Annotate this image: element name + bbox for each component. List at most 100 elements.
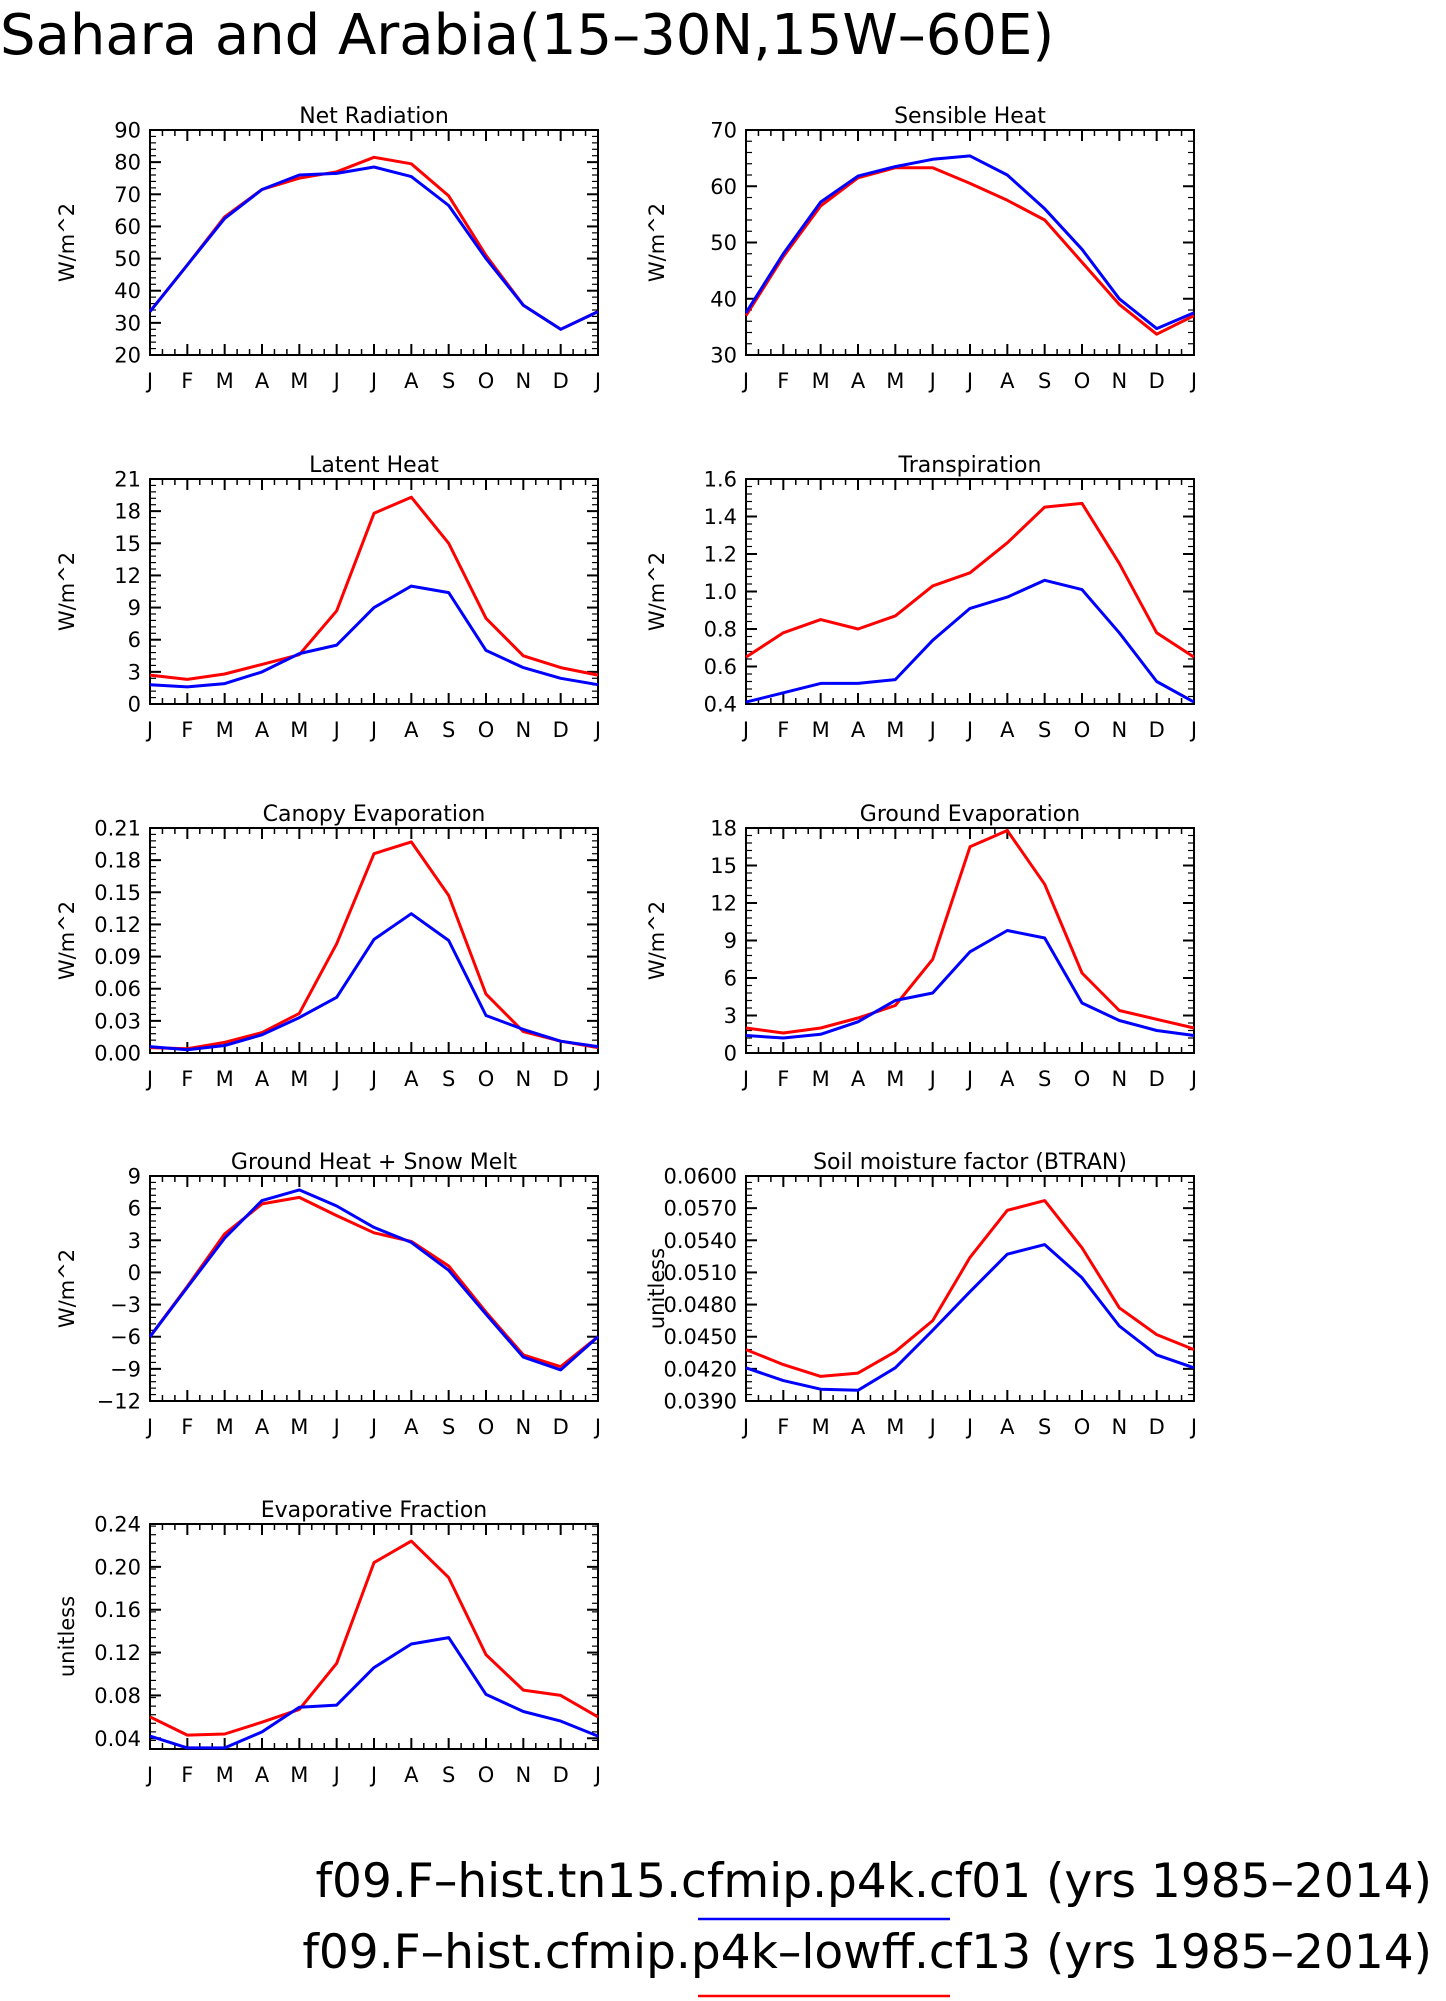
ground-evaporation-y-tick-label: 15 — [710, 854, 737, 878]
latent-heat-y-tick-label: 15 — [114, 532, 141, 556]
evaporative-fraction-y-tick-label: 0.24 — [94, 1513, 141, 1537]
ground-heat-snow-melt-panel-title: Ground Heat + Snow Melt — [231, 1150, 518, 1175]
soil-moisture-factor-btran-x-tick-label: O — [1074, 1415, 1091, 1439]
transpiration-y-tick-label: 1.2 — [704, 543, 737, 567]
ground-heat-snow-melt-x-tick-label: A — [404, 1415, 419, 1439]
ground-heat-snow-melt-x-tick-label: O — [478, 1415, 495, 1439]
ground-heat-snow-melt-series-red-line — [148, 1195, 599, 1369]
soil-moisture-factor-btran-x-tick-label: M — [812, 1415, 830, 1439]
canopy-evaporation-y-axis-label: W/m^2 — [55, 901, 79, 980]
soil-moisture-factor-btran-x-tick-label: S — [1038, 1415, 1051, 1439]
ground-evaporation-x-tick-label: S — [1038, 1067, 1051, 1091]
ground-evaporation-x-tick-label: J — [965, 1067, 973, 1091]
evaporative-fraction-y-tick-label: 0.04 — [94, 1727, 141, 1751]
ground-heat-snow-melt-x-tick-label: J — [369, 1415, 377, 1439]
panel-canopy-evaporation: J F M A M J J A S O N D J0.000.030.060.090.120.150.1… — [55, 802, 601, 1091]
ground-heat-snow-melt-x-tick-label: N — [515, 1415, 531, 1439]
latent-heat-x-tick-label: J — [332, 718, 340, 742]
ground-heat-snow-melt-y-tick-label: 6 — [128, 1197, 141, 1221]
evaporative-fraction-y-tick-label: 0.20 — [94, 1555, 141, 1579]
ground-evaporation-plot-frame — [745, 827, 1195, 1054]
canopy-evaporation-x-tick-label: A — [255, 1067, 270, 1091]
evaporative-fraction-y-tick-label: 0.12 — [94, 1641, 141, 1665]
sensible-heat-x-tick-label: F — [777, 369, 789, 393]
canopy-evaporation-x-tick-label: J — [593, 1067, 601, 1091]
canopy-evaporation-x-tick-label: M — [216, 1067, 234, 1091]
evaporative-fraction-x-tick-label: M — [216, 1763, 234, 1787]
net-radiation-y-tick-label: 50 — [114, 247, 141, 271]
evaporative-fraction-plot-frame — [149, 1523, 599, 1750]
ground-heat-snow-melt-x-tick-label: M — [290, 1415, 308, 1439]
transpiration-plot-frame — [745, 478, 1195, 705]
canopy-evaporation-x-tick-label: F — [181, 1067, 193, 1091]
soil-moisture-factor-btran-x-tick-label: J — [1189, 1415, 1197, 1439]
transpiration-x-tick-label: N — [1111, 718, 1127, 742]
transpiration-x-tick-label: F — [777, 718, 789, 742]
transpiration-x-tick-label: J — [928, 718, 936, 742]
ground-heat-snow-melt-x-tick-label: S — [442, 1415, 455, 1439]
latent-heat-x-tick-label: A — [404, 718, 419, 742]
ground-evaporation-series-red-line — [745, 829, 1195, 1035]
sensible-heat-y-tick-label: 60 — [710, 175, 737, 199]
soil-moisture-factor-btran-y-tick-label: 0.0390 — [664, 1390, 737, 1414]
ground-evaporation-y-tick-label: 6 — [724, 967, 737, 991]
evaporative-fraction-x-tick-label: D — [553, 1763, 569, 1787]
sensible-heat-y-tick-label: 40 — [710, 287, 737, 311]
latent-heat-y-tick-label: 0 — [128, 693, 141, 717]
transpiration-x-tick-label: M — [886, 718, 904, 742]
transpiration-x-tick-label: M — [812, 718, 830, 742]
canopy-evaporation-y-tick-label: 0.18 — [94, 849, 141, 873]
canopy-evaporation-y-tick-label: 0.03 — [94, 1009, 141, 1033]
soil-moisture-factor-btran-x-tick-label: A — [851, 1415, 866, 1439]
latent-heat-x-tick-label: N — [515, 718, 531, 742]
latent-heat-x-tick-label: F — [181, 718, 193, 742]
soil-moisture-factor-btran-x-tick-label: J — [928, 1415, 936, 1439]
legend-entry-1-label: f09.F–hist.tn15.cfmip.p4k.cf01 (yrs 1985… — [316, 1854, 1432, 1909]
canopy-evaporation-panel-title: Canopy Evaporation — [263, 802, 486, 827]
soil-moisture-factor-btran-x-tick-label: F — [777, 1415, 789, 1439]
canopy-evaporation-y-tick-label: 0.15 — [94, 881, 141, 905]
ground-heat-snow-melt-x-tick-label: A — [255, 1415, 270, 1439]
latent-heat-x-tick-label: S — [442, 718, 455, 742]
net-radiation-y-tick-label: 30 — [114, 311, 141, 335]
figure-legend: f09.F–hist.tn15.cfmip.p4k.cf01 (yrs 1985… — [302, 1854, 1432, 1998]
net-radiation-x-tick-label: O — [478, 369, 495, 393]
latent-heat-x-tick-label: J — [593, 718, 601, 742]
soil-moisture-factor-btran-y-tick-label: 0.0600 — [664, 1165, 737, 1189]
evaporative-fraction-x-tick-label: O — [478, 1763, 495, 1787]
ground-heat-snow-melt-x-tick-label: J — [593, 1415, 601, 1439]
sensible-heat-plot-frame — [745, 129, 1195, 356]
net-radiation-x-tick-label: M — [290, 369, 308, 393]
canopy-evaporation-y-tick-label: 0.09 — [94, 945, 141, 969]
canopy-evaporation-y-tick-label: 0.21 — [94, 817, 141, 841]
ground-evaporation-y-tick-label: 18 — [710, 817, 737, 841]
sensible-heat-x-tick-label: J — [928, 369, 936, 393]
sensible-heat-x-tick-label: J — [965, 369, 973, 393]
ground-heat-snow-melt-y-tick-label: 3 — [128, 1229, 141, 1253]
sensible-heat-x-tick-label: M — [886, 369, 904, 393]
ground-heat-snow-melt-x-tick-label: F — [181, 1415, 193, 1439]
net-radiation-x-tick-label: J — [145, 369, 153, 393]
ground-heat-snow-melt-x-tick-label: J — [332, 1415, 340, 1439]
ground-heat-snow-melt-plot-frame — [149, 1175, 599, 1402]
ground-heat-snow-melt-x-tick-label: D — [553, 1415, 569, 1439]
net-radiation-x-tick-label: M — [216, 369, 234, 393]
latent-heat-y-tick-label: 9 — [128, 596, 141, 620]
sensible-heat-x-tick-label: S — [1038, 369, 1051, 393]
evaporative-fraction-x-tick-label: F — [181, 1763, 193, 1787]
soil-moisture-factor-btran-series-red-line — [745, 1199, 1195, 1378]
net-radiation-y-tick-label: 40 — [114, 279, 141, 303]
canopy-evaporation-x-tick-label: A — [404, 1067, 419, 1091]
evaporative-fraction-x-tick-label: S — [442, 1763, 455, 1787]
evaporative-fraction-x-tick-label: A — [255, 1763, 270, 1787]
soil-moisture-factor-btran-x-tick-label: J — [741, 1415, 749, 1439]
sensible-heat-x-tick-label: J — [741, 369, 749, 393]
evaporative-fraction-x-tick-label: J — [593, 1763, 601, 1787]
net-radiation-y-tick-label: 20 — [114, 344, 141, 368]
ground-heat-snow-melt-x-tick-label: M — [216, 1415, 234, 1439]
ground-heat-snow-melt-y-tick-label: −12 — [97, 1390, 141, 1414]
latent-heat-y-tick-label: 12 — [114, 564, 141, 588]
